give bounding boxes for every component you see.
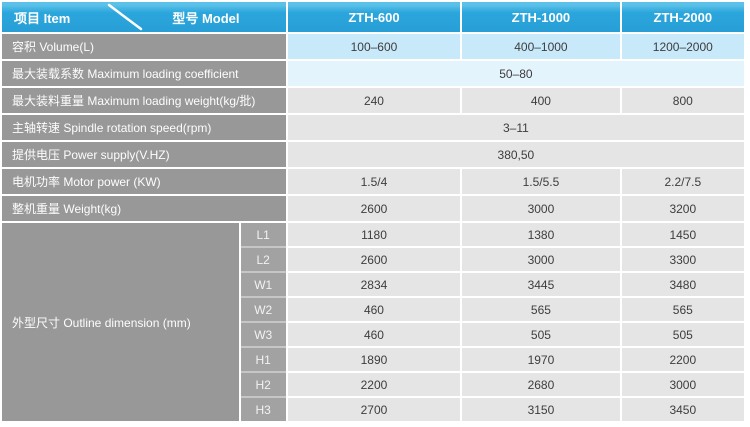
table-row-dim-l2: L2 2600 3000 3300: [2, 248, 744, 271]
value-cell: 3000: [462, 196, 620, 221]
diagonal-divider-icon: [104, 2, 146, 32]
row-label-motor-power: 电机功率 Motor power (KW): [2, 169, 286, 194]
table-row-spindle-speed: 主轴转速 Spindle rotation speed(rpm) 3–11: [2, 115, 744, 140]
value-cell: 1450: [621, 223, 744, 246]
value-cell-span: 50–80: [287, 61, 744, 86]
sub-label-h1: H1: [240, 348, 286, 371]
value-cell: 3445: [462, 273, 620, 296]
value-cell: 400: [462, 88, 620, 113]
table-row-motor-power: 电机功率 Motor power (KW) 1.5/4 1.5/5.5 2.2/…: [2, 169, 744, 194]
value-cell: 505: [462, 323, 620, 346]
value-cell: 565: [462, 298, 620, 321]
value-cell: 460: [287, 323, 461, 346]
table-row-dim-h1: H1 1890 1970 2200: [2, 348, 744, 371]
header-model-zth-2000: ZTH-2000: [621, 2, 744, 32]
value-cell: 3450: [621, 398, 744, 421]
row-label-spindle-speed: 主轴转速 Spindle rotation speed(rpm): [2, 115, 286, 140]
value-cell: 1890: [287, 348, 461, 371]
sub-label-w2: W2: [240, 298, 286, 321]
value-cell: 2700: [287, 398, 461, 421]
value-cell-span: 3–11: [287, 115, 744, 140]
row-label-loading-weight: 最大装料重量 Maximum loading weight(kg/批): [2, 88, 286, 113]
value-cell: 800: [621, 88, 744, 113]
value-cell: 100–600: [287, 34, 461, 59]
value-cell: 400–1000: [462, 34, 620, 59]
header-row: 项目 Item 型号 Model ZTH-600 ZTH-1000 ZTH-20…: [2, 2, 744, 32]
table-row-dim-w3: W3 460 505 505: [2, 323, 744, 346]
table-row-loading-weight: 最大装料重量 Maximum loading weight(kg/批) 240 …: [2, 88, 744, 113]
value-cell: 2680: [462, 373, 620, 396]
value-cell: 1380: [462, 223, 620, 246]
header-model-zth-600: ZTH-600: [287, 2, 461, 32]
value-cell: 1.5/4: [287, 169, 461, 194]
value-cell: 1180: [287, 223, 461, 246]
header-model-label: 型号 Model: [172, 10, 240, 26]
table-row-loading-coefficient: 最大装载系数 Maximum loading coefficient 50–80: [2, 61, 744, 86]
table-row-dim-w2: W2 460 565 565: [2, 298, 744, 321]
value-cell: 460: [287, 298, 461, 321]
value-cell: 3000: [462, 248, 620, 271]
value-cell: 240: [287, 88, 461, 113]
sub-label-h3: H3: [240, 398, 286, 421]
value-cell: 3300: [621, 248, 744, 271]
header-corner: 项目 Item 型号 Model: [2, 2, 286, 32]
sub-label-h2: H2: [240, 373, 286, 396]
row-label-weight: 整机重量 Weight(kg): [2, 196, 286, 221]
value-cell: 3200: [621, 196, 744, 221]
row-label-outline-dimension: 外型尺寸 Outline dimension (mm): [2, 223, 239, 421]
sub-label-w1: W1: [240, 273, 286, 296]
sub-label-w3: W3: [240, 323, 286, 346]
header-model-zth-1000: ZTH-1000: [462, 2, 620, 32]
value-cell: 505: [621, 323, 744, 346]
table-row-dim-w1: W1 2834 3445 3480: [2, 273, 744, 296]
value-cell: 2200: [287, 373, 461, 396]
row-label-power-supply: 提供电压 Power supply(V.HZ): [2, 142, 286, 167]
value-cell: 1.5/5.5: [462, 169, 620, 194]
row-label-volume: 容积 Volume(L): [2, 34, 286, 59]
table-row-power-supply: 提供电压 Power supply(V.HZ) 380,50: [2, 142, 744, 167]
value-cell: 3480: [621, 273, 744, 296]
header-item-label: 项目 Item: [14, 10, 71, 26]
value-cell: 2834: [287, 273, 461, 296]
sub-label-l1: L1: [240, 223, 286, 246]
table-row-volume: 容积 Volume(L) 100–600 400–1000 1200–2000: [2, 34, 744, 59]
header-item-model-cell: 项目 Item 型号 Model: [2, 2, 286, 32]
value-cell: 2600: [287, 248, 461, 271]
table-row-dim-h3: H3 2700 3150 3450: [2, 398, 744, 421]
row-label-loading-coefficient: 最大装载系数 Maximum loading coefficient: [2, 61, 286, 86]
table-row-weight: 整机重量 Weight(kg) 2600 3000 3200: [2, 196, 744, 221]
sub-label-l2: L2: [240, 248, 286, 271]
value-cell: 3150: [462, 398, 620, 421]
value-cell-span: 380,50: [287, 142, 744, 167]
value-cell: 565: [621, 298, 744, 321]
table-row-dim-l1: 外型尺寸 Outline dimension (mm) L1 1180 1380…: [2, 223, 744, 421]
table-row-dim-h2: H2 2200 2680 3000: [2, 373, 744, 396]
value-cell: 2.2/7.5: [621, 169, 744, 194]
value-cell: 1970: [462, 348, 620, 371]
value-cell: 3000: [621, 373, 744, 396]
value-cell: 2600: [287, 196, 461, 221]
value-cell: 2200: [621, 348, 744, 371]
value-cell: 1200–2000: [621, 34, 744, 59]
